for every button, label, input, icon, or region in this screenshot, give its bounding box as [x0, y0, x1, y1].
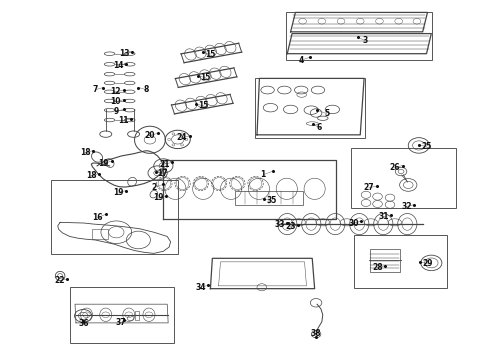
- Text: 19: 19: [98, 158, 109, 167]
- Text: 12: 12: [111, 87, 121, 96]
- Text: 5: 5: [324, 109, 329, 118]
- Text: 37: 37: [116, 318, 126, 327]
- Text: 16: 16: [92, 213, 103, 222]
- Text: 13: 13: [119, 49, 129, 58]
- Bar: [255, 78, 365, 138]
- Bar: [92, 229, 108, 239]
- Text: 27: 27: [364, 183, 374, 192]
- Bar: [351, 148, 456, 208]
- Text: 26: 26: [390, 163, 400, 172]
- Text: 14: 14: [114, 61, 124, 70]
- Text: 1: 1: [261, 170, 266, 179]
- Text: 38: 38: [311, 329, 321, 338]
- Text: 20: 20: [145, 131, 155, 140]
- Text: 29: 29: [422, 259, 433, 268]
- Text: 2: 2: [151, 183, 156, 192]
- Text: 31: 31: [379, 212, 390, 221]
- Text: 19: 19: [114, 188, 124, 197]
- Text: 15: 15: [198, 102, 209, 111]
- Bar: [235, 190, 303, 205]
- Text: 7: 7: [93, 85, 98, 94]
- Bar: [70, 287, 174, 343]
- Text: 9: 9: [113, 107, 119, 116]
- Text: 3: 3: [363, 36, 368, 45]
- Text: 18: 18: [86, 171, 97, 180]
- Text: 10: 10: [111, 97, 121, 106]
- Text: 32: 32: [401, 202, 412, 211]
- Bar: [135, 311, 139, 320]
- Text: 35: 35: [266, 196, 276, 205]
- Text: 11: 11: [118, 116, 128, 125]
- Text: 19: 19: [153, 193, 164, 202]
- Text: 28: 28: [372, 263, 383, 272]
- Text: 25: 25: [421, 142, 432, 151]
- Bar: [370, 249, 400, 272]
- Text: 15: 15: [205, 50, 216, 59]
- Text: 17: 17: [157, 169, 168, 178]
- Text: 34: 34: [195, 283, 206, 292]
- Text: 33: 33: [274, 220, 285, 229]
- Text: 6: 6: [317, 123, 322, 132]
- Text: 15: 15: [200, 73, 211, 82]
- Bar: [353, 235, 447, 288]
- Text: 22: 22: [55, 276, 65, 285]
- Bar: [50, 180, 178, 254]
- Text: 30: 30: [348, 219, 359, 228]
- Text: 36: 36: [78, 319, 89, 328]
- Text: 21: 21: [159, 159, 170, 168]
- Text: 18: 18: [80, 148, 91, 157]
- Text: 24: 24: [176, 133, 187, 142]
- Bar: [286, 12, 432, 60]
- Text: 8: 8: [144, 85, 149, 94]
- Text: 23: 23: [285, 222, 295, 231]
- Text: 4: 4: [299, 55, 304, 64]
